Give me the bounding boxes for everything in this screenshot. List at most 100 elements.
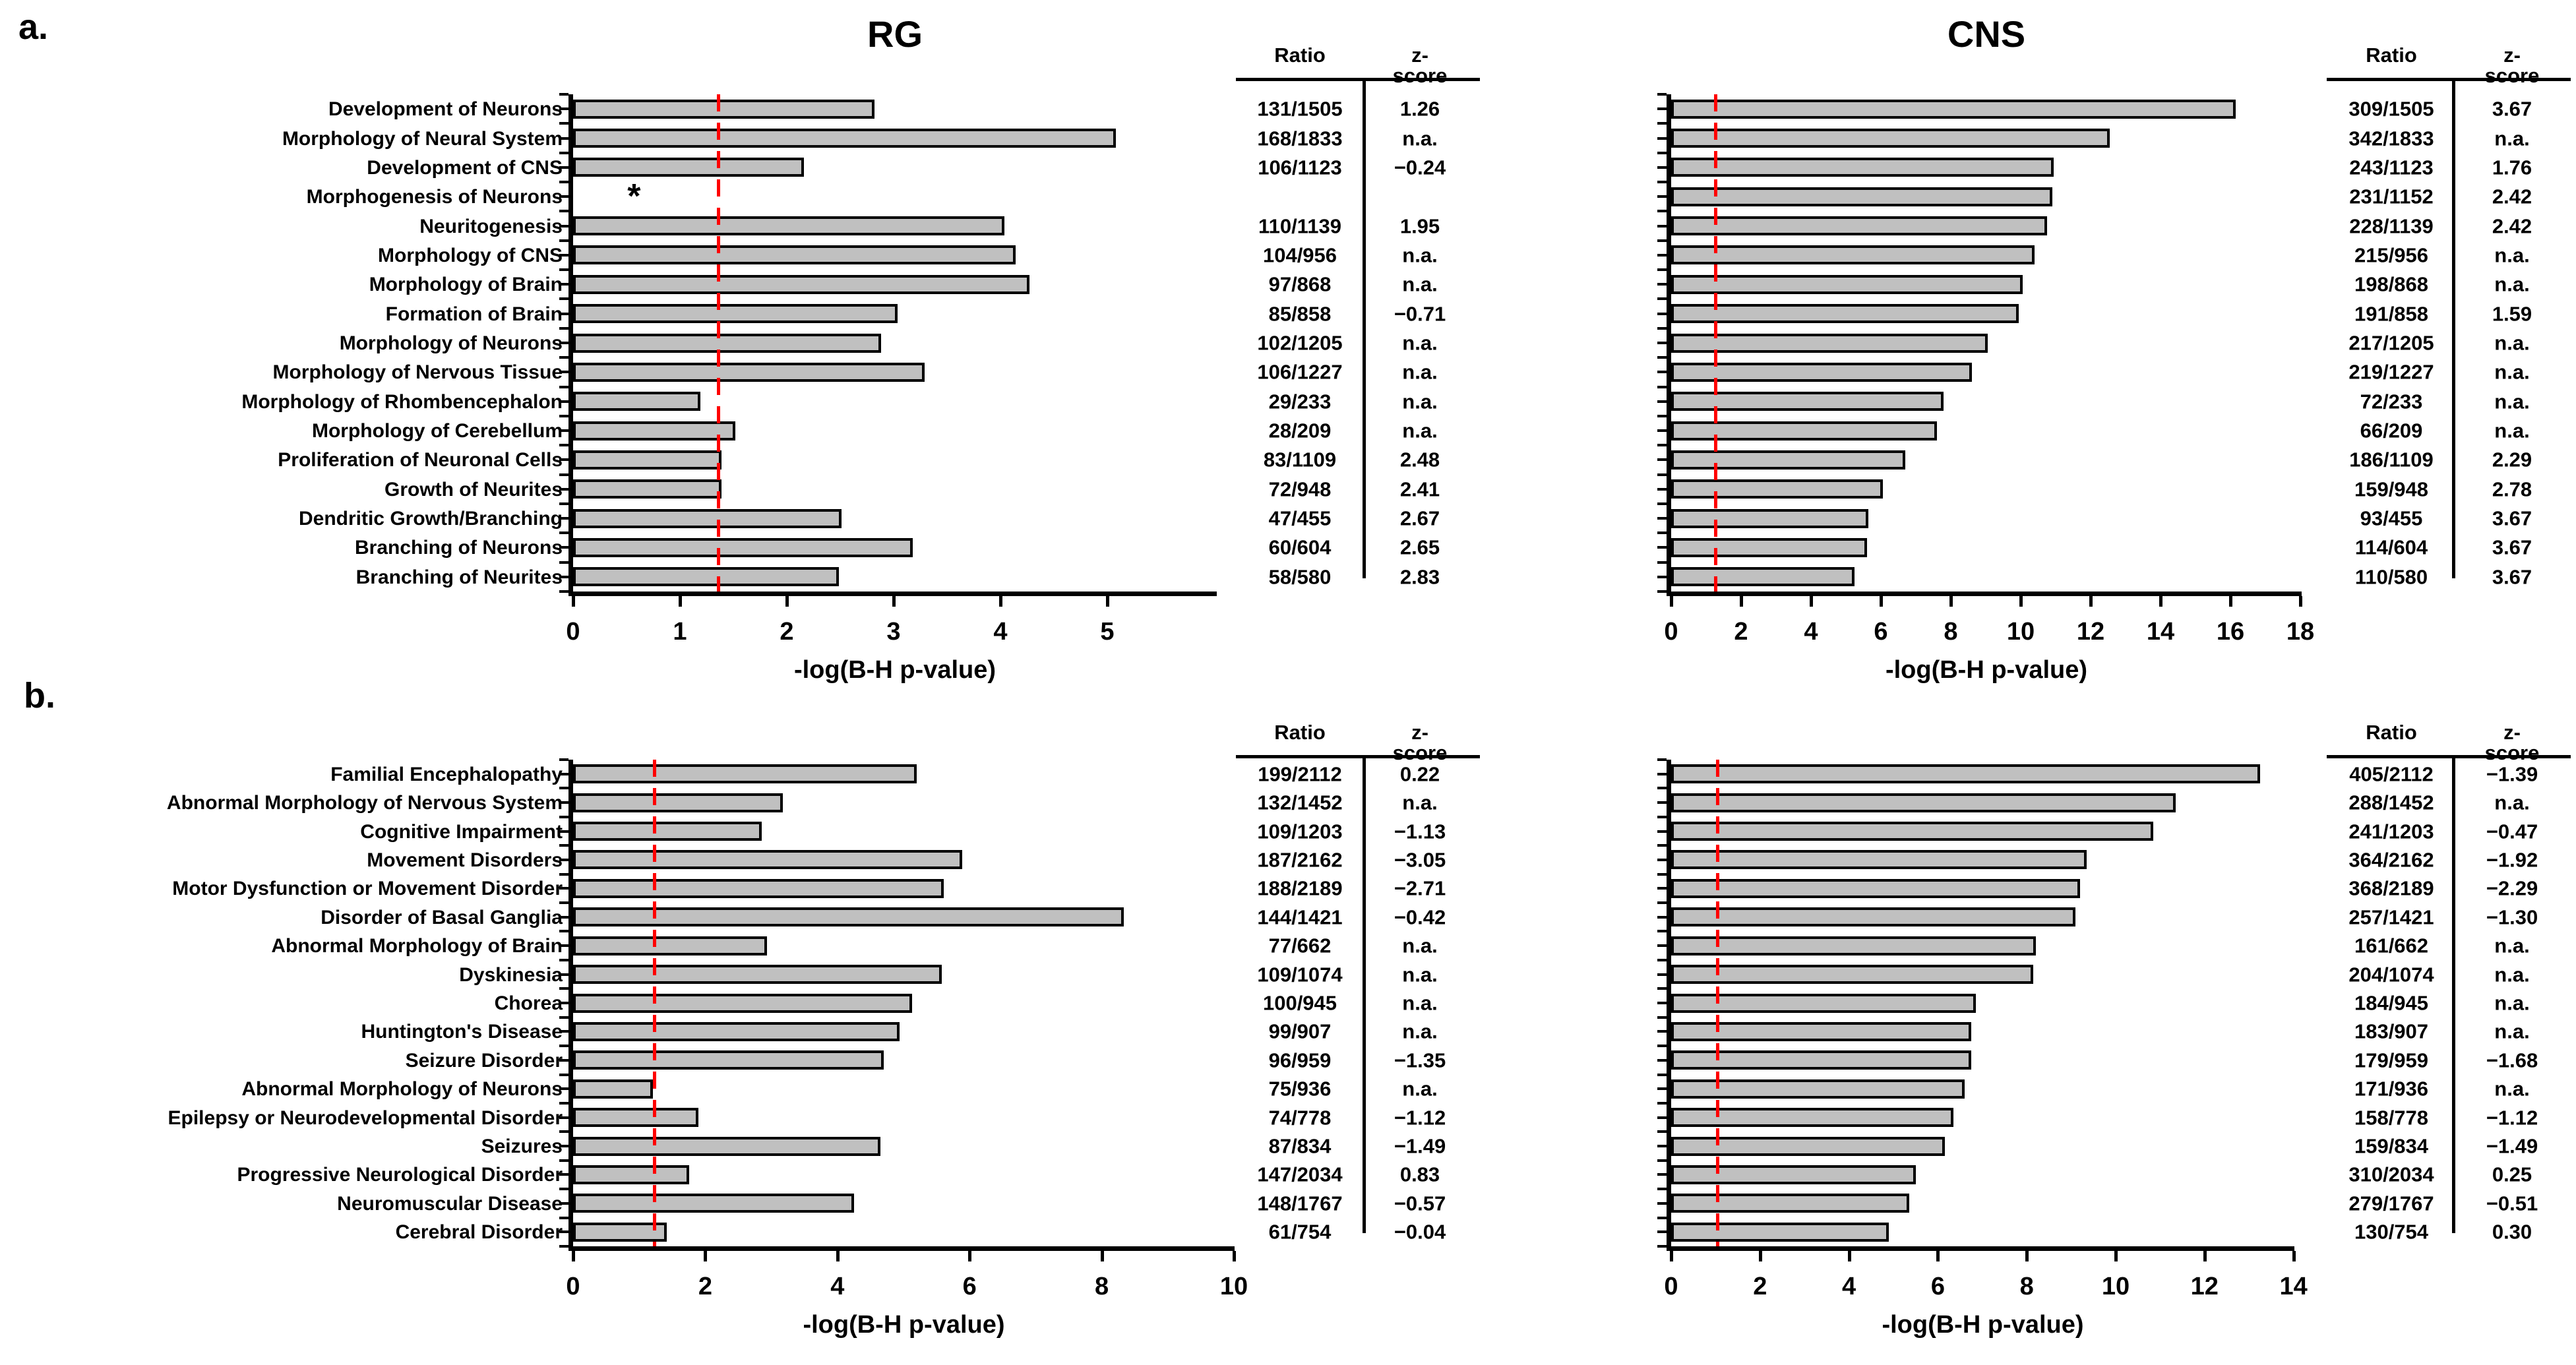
ratio-value: 159/834	[2354, 1134, 2429, 1158]
y-tick	[1657, 473, 1667, 476]
x-tick	[1233, 1251, 1236, 1261]
zscore-value: n.a.	[2494, 934, 2530, 957]
ratio-value: 104/956	[1262, 243, 1337, 267]
zscore-value: 1.95	[1399, 214, 1440, 238]
y-tick	[559, 1230, 568, 1234]
category-label: Development of CNS	[367, 156, 563, 179]
category-label: Branching of Neurites	[355, 566, 563, 588]
y-tick	[1657, 400, 1667, 403]
zscore-column-header: z-score	[1392, 44, 1448, 87]
y-tick	[1657, 815, 1667, 818]
zscore-value: n.a.	[2494, 272, 2530, 296]
y-tick	[559, 487, 568, 491]
y-tick	[1657, 944, 1667, 948]
y-tick	[1657, 371, 1667, 374]
y-tick	[1657, 458, 1667, 462]
y-tick	[559, 1016, 568, 1019]
ratio-value: 161/662	[2354, 934, 2429, 957]
category-label: Morphology of CNS	[378, 244, 563, 266]
zscore-value: −1.49	[2486, 1134, 2538, 1158]
ratio-value: 184/945	[2354, 991, 2429, 1015]
x-tick-label: 0	[1664, 618, 1678, 646]
bar	[1671, 850, 2087, 870]
bar	[573, 99, 874, 119]
bar	[1671, 245, 2035, 265]
y-tick	[559, 371, 568, 374]
y-tick	[559, 502, 568, 505]
y-tick	[1657, 1030, 1667, 1033]
bar	[1671, 392, 1944, 411]
y-tick	[559, 253, 568, 257]
x-tick	[968, 1251, 972, 1261]
y-tick	[559, 915, 568, 919]
zscore-value: n.a.	[1402, 390, 1438, 413]
zscore-value: −1.12	[2486, 1106, 2538, 1130]
y-tick	[559, 400, 568, 403]
zscore-value: n.a.	[2494, 360, 2530, 384]
ratio-value: 188/2189	[1257, 876, 1343, 900]
y-tick	[1657, 844, 1667, 847]
y-tick	[559, 283, 568, 286]
ratio-value: 159/948	[2354, 477, 2429, 501]
bar	[573, 936, 767, 956]
zscore-value: n.a.	[2494, 963, 2530, 986]
y-tick	[1657, 444, 1667, 447]
zscore-column-header: z-score	[2484, 721, 2540, 764]
ratio-value: 106/1227	[1257, 360, 1343, 384]
zscore-value: 2.48	[1399, 448, 1440, 471]
ratio-value: 187/2162	[1257, 848, 1343, 872]
y-tick	[1657, 253, 1667, 257]
bar	[1671, 764, 2260, 784]
table-column-divider	[2452, 755, 2455, 1233]
bar	[573, 1021, 900, 1041]
bar	[573, 450, 721, 470]
x-tick	[892, 596, 896, 607]
ratio-value: 179/959	[2354, 1048, 2429, 1072]
y-tick	[1657, 195, 1667, 198]
x-tick	[1810, 596, 1813, 607]
ratio-value: 183/907	[2354, 1019, 2429, 1043]
zscore-value: −0.04	[1394, 1220, 1446, 1244]
bar	[1671, 1194, 1909, 1213]
ratio-value: 204/1074	[2348, 963, 2434, 986]
zscore-value: −3.05	[1394, 848, 1446, 872]
category-label: Motor Dysfunction or Movement Disorder	[172, 878, 563, 900]
y-tick	[1657, 546, 1667, 549]
ratio-column-header: Ratio	[2366, 44, 2417, 67]
zscore-value: −0.71	[1394, 302, 1446, 326]
x-tick-label: 6	[1930, 1273, 1945, 1300]
bar	[1671, 1021, 1971, 1041]
x-tick-label: 14	[2279, 1273, 2308, 1300]
category-label: Seizure Disorder	[405, 1049, 563, 1072]
bar	[573, 1194, 854, 1213]
y-tick	[559, 830, 568, 833]
ratio-value: 148/1767	[1257, 1192, 1343, 1215]
y-tick	[559, 858, 568, 861]
bar	[573, 537, 913, 557]
category-label: Morphology of Neurons	[339, 332, 563, 354]
zscore-value: n.a.	[2494, 390, 2530, 413]
ratio-value: 186/1109	[2349, 448, 2434, 471]
ratio-value: 28/209	[1268, 419, 1332, 442]
significance-threshold-line	[717, 94, 721, 592]
bar	[573, 1108, 698, 1128]
ratio-value: 93/455	[2360, 506, 2423, 530]
ratio-value: 309/1505	[2348, 97, 2434, 121]
y-tick	[1657, 758, 1667, 761]
zscore-value: 2.42	[2492, 185, 2532, 208]
ratio-value: 77/662	[1268, 934, 1332, 957]
y-tick	[559, 1145, 568, 1148]
category-label: Progressive Neurological Disorder	[237, 1164, 563, 1186]
y-tick	[559, 444, 568, 447]
zscore-value: n.a.	[2494, 1077, 2530, 1101]
y-tick	[1657, 1058, 1667, 1062]
bar	[573, 362, 925, 382]
category-label: Growth of Neurites	[384, 478, 563, 501]
category-label: Disorder of Basal Ganglia	[321, 906, 563, 928]
y-tick	[559, 1116, 568, 1119]
zscore-value: 3.67	[2492, 535, 2532, 559]
bar	[573, 1079, 653, 1099]
y-tick	[1657, 181, 1667, 184]
y-tick	[1657, 1073, 1667, 1076]
y-tick	[559, 1159, 568, 1162]
